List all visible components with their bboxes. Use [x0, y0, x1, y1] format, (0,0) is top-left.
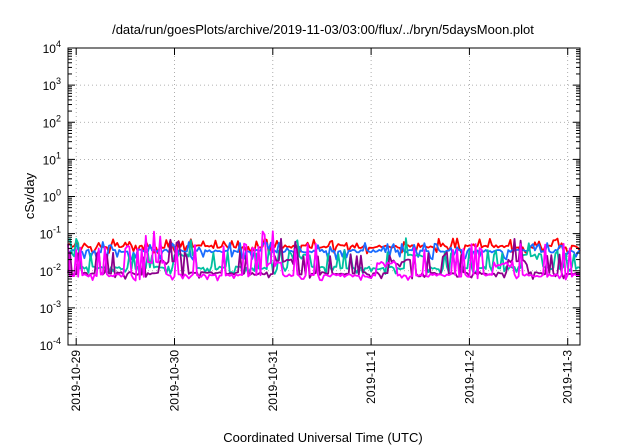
- y-tick-base: 10: [43, 153, 57, 167]
- series-line-3: [67, 237, 581, 275]
- x-tick-label: 2019-11-3: [561, 350, 575, 404]
- y-axis-label: cSv/day: [22, 172, 37, 219]
- x-tick-label: 2019-11-2: [462, 350, 476, 404]
- y-tick-label: 104: [43, 39, 61, 56]
- y-tick-label: 102: [43, 113, 61, 130]
- series-line-4: [67, 237, 581, 280]
- y-tick-base: 10: [40, 265, 54, 279]
- y-tick-base: 10: [43, 191, 57, 205]
- y-tick-exponent: -1: [53, 225, 61, 235]
- y-tick-base: 10: [40, 302, 54, 316]
- y-tick-label: 10-3: [40, 299, 61, 316]
- y-tick-label: 10-2: [40, 262, 61, 279]
- chart-title: /data/run/goesPlots/archive/2019-11-03/0…: [112, 22, 534, 37]
- y-tick-label: 10-1: [40, 225, 61, 242]
- x-tick-label: 2019-10-30: [167, 350, 181, 412]
- x-tick-label: 2019-11-1: [364, 350, 378, 404]
- series-lines: [67, 230, 581, 282]
- x-axis-label: Coordinated Universal Time (UTC): [223, 430, 422, 445]
- x-tick-label: 2019-10-31: [266, 350, 280, 412]
- axis-ticks: 10-410-310-210-11001011021031042019-10-2…: [40, 39, 580, 411]
- y-tick-label: 100: [43, 188, 61, 205]
- y-tick-label: 103: [43, 76, 61, 93]
- y-tick-exponent: 2: [56, 113, 61, 123]
- y-tick-label: 10-4: [40, 336, 61, 353]
- grid: [68, 47, 580, 346]
- y-tick-base: 10: [43, 116, 57, 130]
- y-tick-exponent: 1: [56, 150, 61, 160]
- y-tick-label: 101: [43, 150, 61, 167]
- y-tick-base: 10: [43, 79, 57, 93]
- y-tick-base: 10: [40, 339, 54, 353]
- y-tick-base: 10: [43, 42, 57, 56]
- y-tick-exponent: -3: [53, 299, 61, 309]
- y-tick-base: 10: [40, 228, 54, 242]
- series-line-5: [67, 230, 581, 282]
- y-tick-exponent: 0: [56, 188, 61, 198]
- y-tick-exponent: -4: [53, 336, 61, 346]
- y-tick-exponent: -2: [53, 262, 61, 272]
- y-tick-exponent: 4: [56, 39, 61, 49]
- y-tick-exponent: 3: [56, 76, 61, 86]
- x-tick-label: 2019-10-29: [69, 350, 83, 412]
